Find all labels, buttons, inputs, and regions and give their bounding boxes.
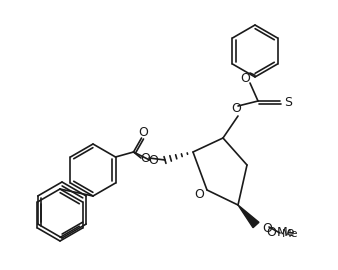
Text: O: O	[231, 103, 241, 116]
Text: O: O	[194, 188, 204, 201]
Text: O: O	[139, 127, 148, 140]
Text: Me: Me	[282, 229, 298, 239]
Text: Me: Me	[277, 227, 295, 239]
Text: O: O	[149, 154, 159, 167]
Text: S: S	[284, 96, 292, 109]
Text: O: O	[262, 221, 272, 235]
Text: O: O	[140, 151, 150, 164]
Text: O: O	[266, 227, 276, 239]
Polygon shape	[238, 205, 259, 228]
Text: O: O	[240, 72, 250, 85]
